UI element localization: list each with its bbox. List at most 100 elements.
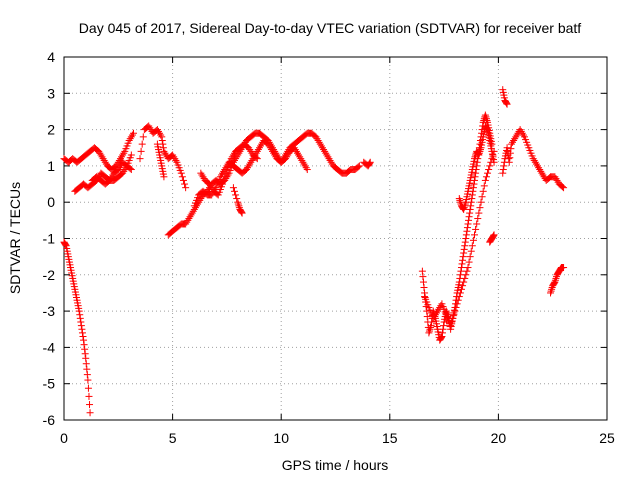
data-point [421, 293, 429, 301]
data-point [518, 129, 526, 137]
data-point [551, 278, 559, 286]
data-point [267, 146, 275, 154]
data-point [246, 160, 254, 168]
data-point [184, 216, 192, 224]
data-point [189, 207, 197, 215]
data-point [418, 267, 426, 275]
data-point [99, 155, 107, 163]
data-point [464, 220, 472, 228]
data-point [443, 309, 451, 317]
data-point [461, 202, 469, 210]
data-point [425, 327, 433, 335]
data-point [472, 225, 480, 233]
data-point [535, 164, 543, 172]
data-point [453, 300, 461, 308]
data-point [450, 311, 458, 319]
data-point [207, 182, 215, 190]
data-point [171, 155, 179, 163]
x-tick-label: 25 [599, 430, 615, 446]
data-point [454, 296, 462, 304]
data-point [126, 165, 134, 173]
data-point [228, 153, 236, 161]
data-point [472, 169, 480, 177]
data-point [465, 213, 473, 221]
data-point [465, 258, 473, 266]
data-point [208, 184, 216, 192]
data-point [300, 160, 308, 168]
data-point [507, 145, 515, 153]
data-point [553, 176, 561, 184]
data-point [475, 149, 483, 157]
data-point [172, 156, 180, 164]
data-point [455, 195, 463, 203]
data-point [100, 156, 108, 164]
data-point [366, 159, 374, 167]
data-point [503, 144, 511, 152]
data-point [139, 133, 147, 141]
data-point [488, 155, 496, 163]
data-point [365, 160, 373, 168]
data-point [466, 205, 474, 213]
data-point [282, 151, 290, 159]
data-point [98, 153, 106, 161]
data-point [314, 136, 322, 144]
data-point [158, 133, 166, 141]
data-point [227, 155, 235, 163]
data-point [531, 158, 539, 166]
data-point [447, 322, 455, 330]
data-point [482, 115, 490, 123]
data-point [154, 127, 162, 135]
data-point [161, 149, 169, 157]
data-point [178, 173, 186, 181]
data-point [437, 333, 445, 341]
data-point [199, 173, 207, 181]
data-point [234, 200, 242, 208]
data-point [81, 350, 89, 358]
data-point [96, 149, 104, 157]
data-point [530, 156, 538, 164]
data-point [76, 314, 84, 322]
data-point [459, 282, 467, 290]
data-point [188, 209, 196, 217]
data-point [75, 307, 83, 315]
data-point [284, 147, 292, 155]
x-tick-label: 20 [491, 430, 507, 446]
data-point [80, 341, 88, 349]
data-point [468, 242, 476, 250]
data-point [467, 247, 475, 255]
data-point [438, 333, 446, 341]
data-point [81, 345, 89, 353]
data-point [159, 144, 167, 152]
data-point [502, 98, 510, 106]
data-point [481, 111, 489, 119]
data-point [101, 158, 109, 166]
data-point [160, 147, 168, 155]
data-point [452, 303, 460, 311]
data-point [136, 155, 144, 163]
data-point [467, 202, 475, 210]
data-point [476, 147, 484, 155]
data-point [327, 158, 335, 166]
data-point [244, 164, 252, 172]
data-point [231, 156, 239, 164]
data-point [120, 167, 128, 175]
data-point [460, 205, 468, 213]
data-point [156, 129, 164, 137]
data-point [490, 158, 498, 166]
y-tick-label: -6 [43, 412, 56, 428]
data-point [509, 138, 517, 146]
data-point [419, 278, 427, 286]
data-point [519, 131, 527, 139]
x-tick-label: 0 [60, 430, 68, 446]
data-point [264, 140, 272, 148]
data-point [473, 162, 481, 170]
data-point [107, 175, 115, 183]
data-point [61, 240, 69, 248]
data-point [182, 220, 190, 228]
x-tick-label: 5 [169, 430, 177, 446]
data-point [533, 162, 541, 170]
data-point [326, 156, 334, 164]
data-point [437, 334, 445, 342]
data-point [115, 156, 123, 164]
